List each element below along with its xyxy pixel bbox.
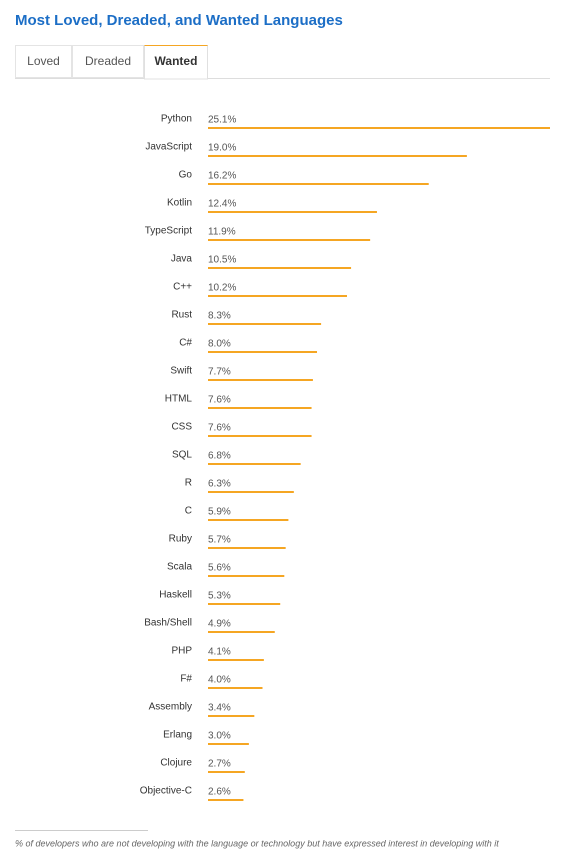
bar xyxy=(208,491,294,493)
bar xyxy=(208,127,550,129)
value-label: 11.9% xyxy=(208,227,236,238)
value-label: 16.2% xyxy=(208,171,236,182)
bar xyxy=(208,323,322,325)
category-label: JavaScript xyxy=(145,142,192,153)
bar xyxy=(208,239,371,241)
category-label: Rust xyxy=(171,310,192,321)
bar xyxy=(208,715,255,717)
bar xyxy=(208,547,286,549)
category-label: R xyxy=(185,478,192,489)
bar xyxy=(208,519,289,521)
category-label: C++ xyxy=(173,282,192,293)
bar xyxy=(208,435,312,437)
page-title: Most Loved, Dreaded, and Wanted Language… xyxy=(15,12,343,29)
value-label: 7.6% xyxy=(208,395,231,406)
category-label: TypeScript xyxy=(145,226,192,237)
value-label: 4.1% xyxy=(208,647,231,658)
bar xyxy=(208,379,313,381)
category-label: Go xyxy=(179,170,193,181)
bar xyxy=(208,155,467,157)
category-label: C xyxy=(185,506,192,517)
value-label: 7.7% xyxy=(208,367,231,378)
bar xyxy=(208,799,244,801)
value-label: 5.6% xyxy=(208,563,231,574)
bar xyxy=(208,407,312,409)
bar xyxy=(208,183,429,185)
category-label: HTML xyxy=(165,394,193,405)
value-label: 19.0% xyxy=(208,143,236,154)
bar xyxy=(208,659,264,661)
category-label: Java xyxy=(171,254,193,265)
value-label: 5.3% xyxy=(208,591,231,602)
value-label: 8.3% xyxy=(208,311,231,322)
category-label: Erlang xyxy=(163,730,192,741)
bar xyxy=(208,631,275,633)
bar xyxy=(208,743,249,745)
category-label: C# xyxy=(179,338,192,349)
bar xyxy=(208,603,281,605)
category-label: Kotlin xyxy=(167,198,192,209)
category-label: PHP xyxy=(171,646,192,657)
value-label: 10.2% xyxy=(208,283,236,294)
category-label: Python xyxy=(161,114,192,125)
value-label: 5.9% xyxy=(208,507,231,518)
value-label: 4.9% xyxy=(208,619,231,630)
tab[interactable] xyxy=(15,45,72,78)
value-label: 2.6% xyxy=(208,787,231,798)
category-label: Objective-C xyxy=(140,786,192,797)
value-label: 6.8% xyxy=(208,451,231,462)
bar xyxy=(208,463,301,465)
value-label: 2.7% xyxy=(208,759,231,770)
value-label: 3.4% xyxy=(208,703,231,714)
value-label: 25.1% xyxy=(208,115,236,126)
value-label: 3.0% xyxy=(208,731,231,742)
category-label: Swift xyxy=(170,366,192,377)
value-label: 12.4% xyxy=(208,199,236,210)
category-label: CSS xyxy=(171,422,192,433)
bar xyxy=(208,211,377,213)
value-label: 10.5% xyxy=(208,255,236,266)
category-label: Ruby xyxy=(169,534,192,545)
tab-label[interactable]: Wanted xyxy=(155,54,198,68)
category-label: Assembly xyxy=(149,702,192,713)
tab-label[interactable]: Loved xyxy=(27,54,60,68)
bar xyxy=(208,575,285,577)
bar xyxy=(208,351,318,353)
category-label: SQL xyxy=(172,450,192,461)
category-label: F# xyxy=(180,674,192,685)
value-label: 4.0% xyxy=(208,675,231,686)
bar xyxy=(208,771,245,773)
tab[interactable] xyxy=(72,45,144,78)
value-label: 7.6% xyxy=(208,423,231,434)
category-label: Bash/Shell xyxy=(144,618,192,629)
bar xyxy=(208,687,263,689)
category-label: Scala xyxy=(167,562,192,573)
category-label: Haskell xyxy=(159,590,192,601)
value-label: 8.0% xyxy=(208,339,231,350)
bar xyxy=(208,267,352,269)
tab-label[interactable]: Dreaded xyxy=(85,54,131,68)
footnote: % of developers who are not developing w… xyxy=(15,838,499,848)
bar xyxy=(208,295,347,297)
value-label: 5.7% xyxy=(208,535,231,546)
value-label: 6.3% xyxy=(208,479,231,490)
category-label: Clojure xyxy=(160,758,192,769)
